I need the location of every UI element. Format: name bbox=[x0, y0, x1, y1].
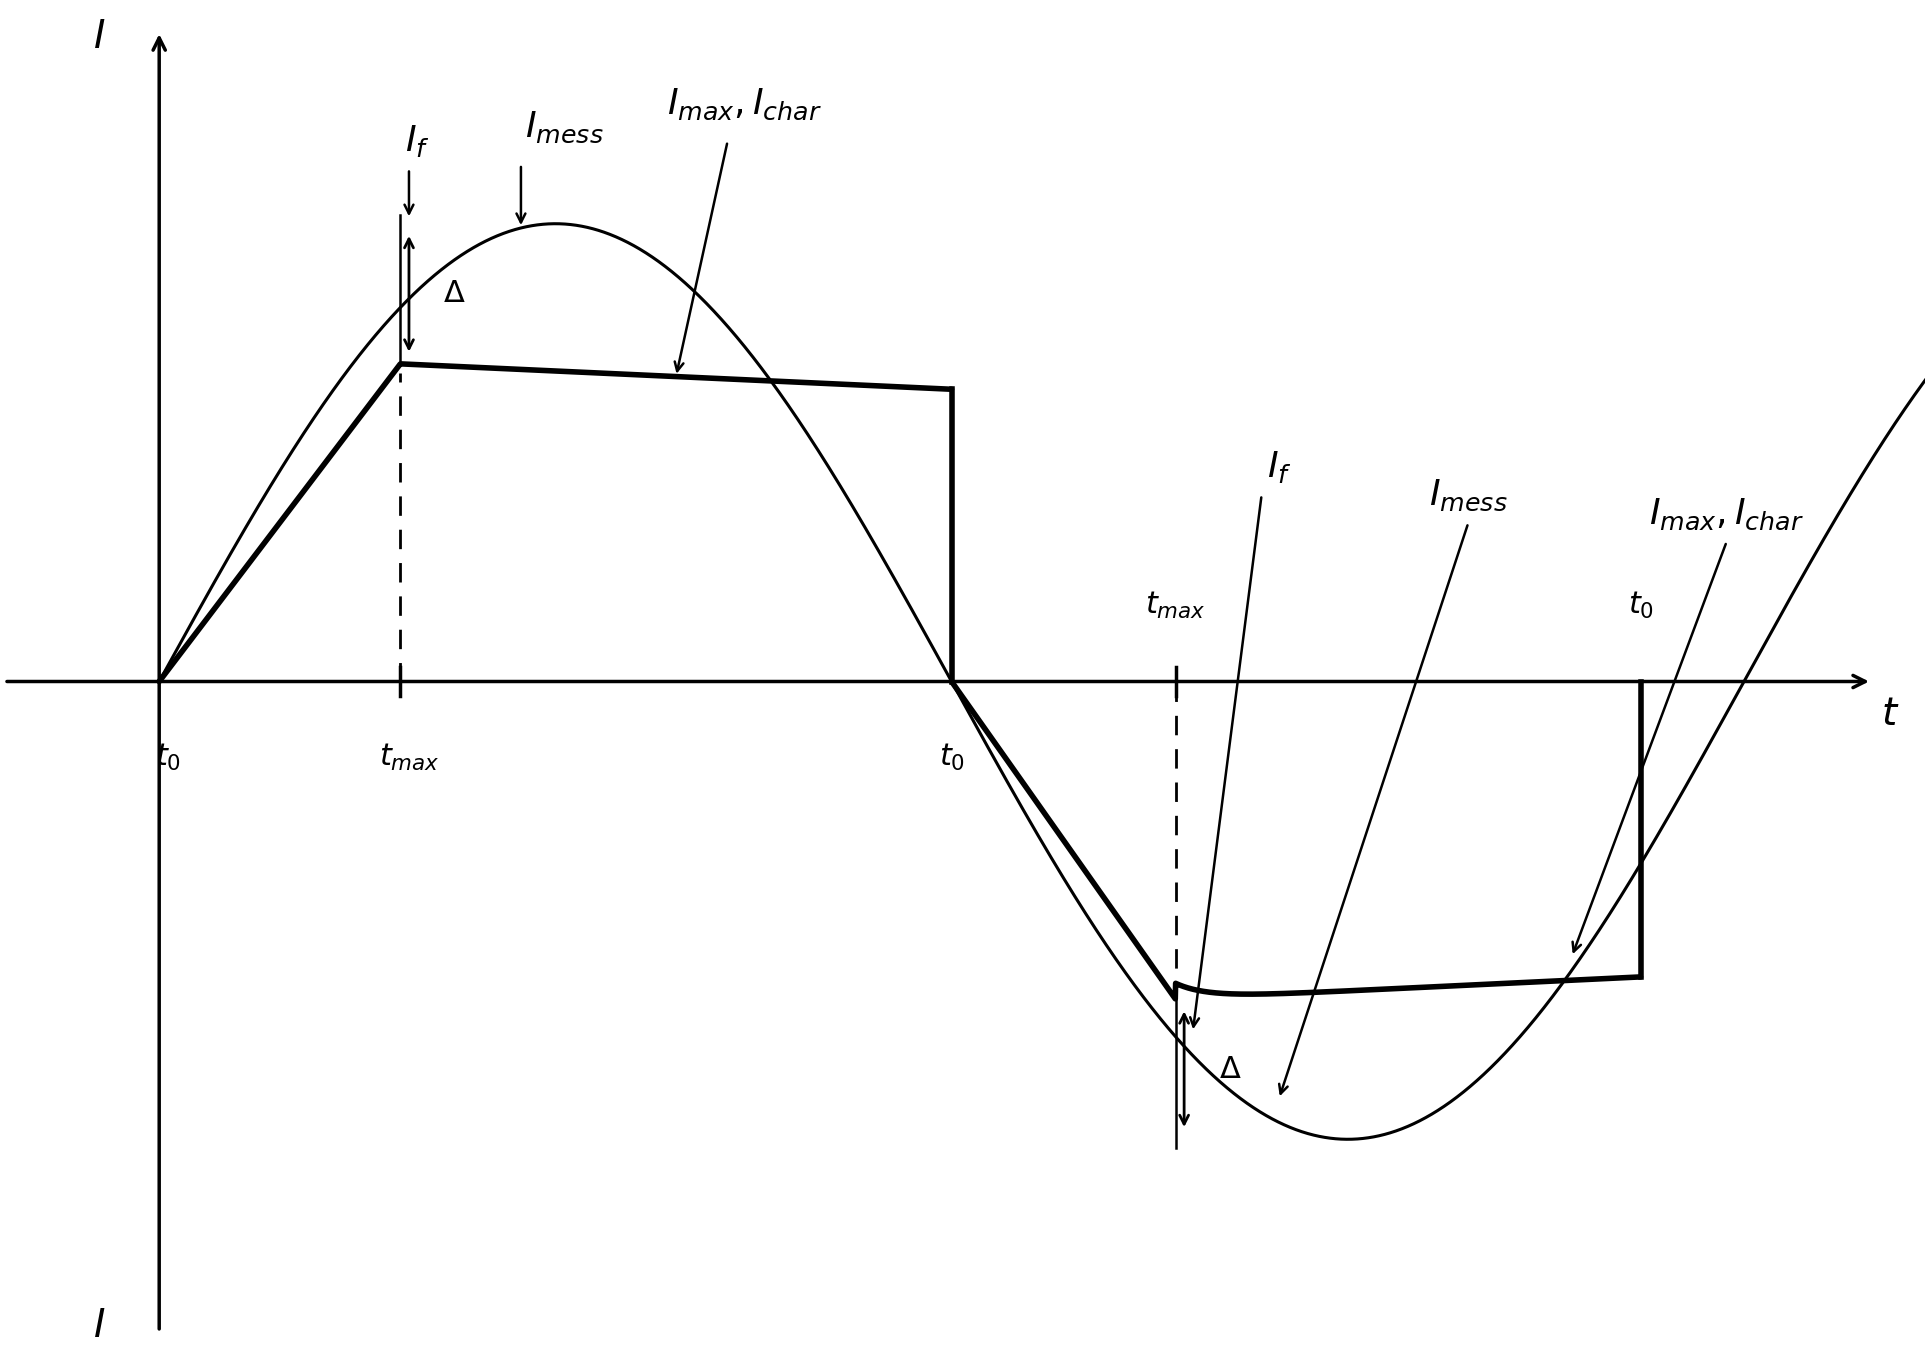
Text: $I$: $I$ bbox=[93, 1307, 104, 1345]
Text: $t_0$: $t_0$ bbox=[154, 743, 181, 773]
Text: $I_{max}, I_{char}$: $I_{max}, I_{char}$ bbox=[667, 87, 822, 123]
Text: $I$: $I$ bbox=[93, 18, 104, 56]
Text: $t_{max}$: $t_{max}$ bbox=[378, 743, 440, 773]
Text: $I_f$: $I_f$ bbox=[1267, 450, 1291, 485]
Text: $t_0$: $t_0$ bbox=[1628, 590, 1653, 620]
Text: $t$: $t$ bbox=[1881, 695, 1900, 733]
Text: $I_f$: $I_f$ bbox=[405, 123, 430, 159]
Text: $I_{mess}$: $I_{mess}$ bbox=[525, 110, 604, 146]
Text: $I_{max}, I_{char}$: $I_{max}, I_{char}$ bbox=[1649, 496, 1804, 532]
Text: $I_{mess}$: $I_{mess}$ bbox=[1429, 478, 1508, 514]
Text: $\Delta$: $\Delta$ bbox=[444, 279, 467, 308]
Text: $\Delta$: $\Delta$ bbox=[1219, 1055, 1240, 1084]
Text: $t_{max}$: $t_{max}$ bbox=[1146, 590, 1206, 620]
Text: $t_0$: $t_0$ bbox=[939, 743, 964, 773]
